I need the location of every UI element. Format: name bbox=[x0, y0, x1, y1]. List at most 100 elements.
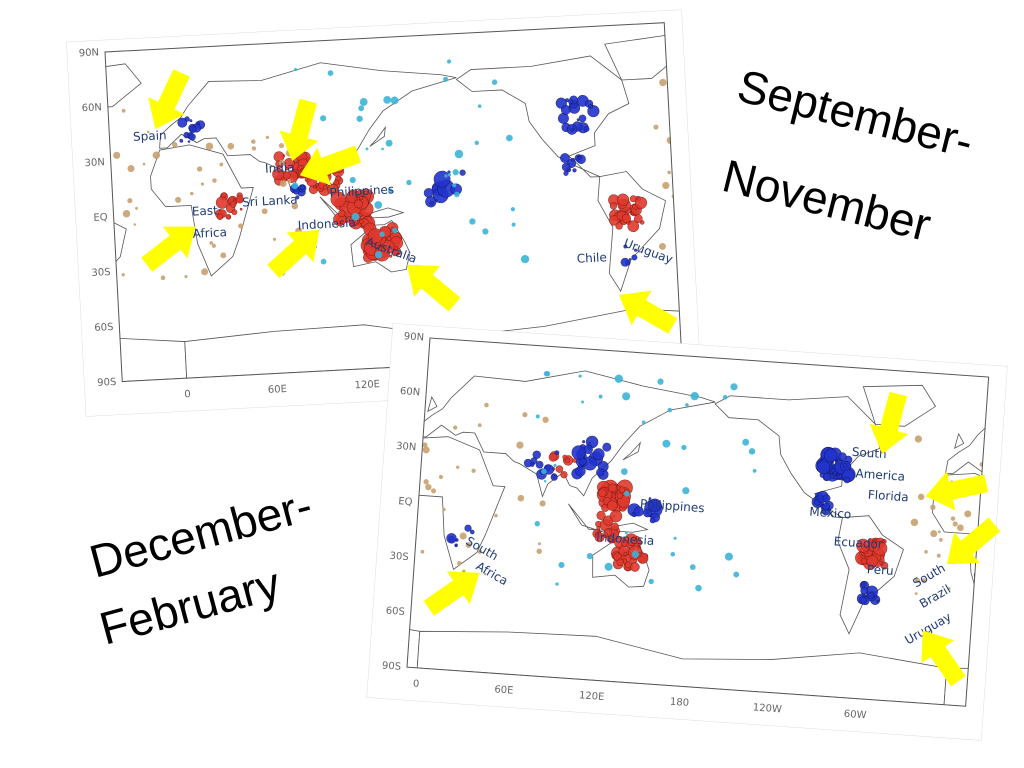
station-dot bbox=[659, 78, 667, 87]
station-dot bbox=[346, 191, 358, 203]
station-dot bbox=[477, 549, 482, 554]
station-dot bbox=[733, 571, 740, 578]
station-dot bbox=[442, 507, 446, 512]
station-dot bbox=[596, 468, 605, 477]
station-dot bbox=[578, 374, 582, 378]
lat-tick-label: 30S bbox=[91, 267, 111, 279]
station-dot bbox=[216, 213, 224, 220]
station-dot bbox=[843, 463, 848, 468]
station-dot bbox=[188, 133, 196, 141]
station-dot bbox=[278, 159, 285, 166]
continent bbox=[954, 432, 965, 449]
station-dot bbox=[474, 140, 479, 146]
station-dot bbox=[212, 178, 217, 183]
station-dot bbox=[299, 169, 303, 172]
station-dot bbox=[491, 79, 498, 85]
station-dot bbox=[550, 473, 558, 481]
station-dot bbox=[392, 227, 398, 234]
continent bbox=[406, 436, 506, 571]
yellow-arrow bbox=[148, 69, 190, 130]
station-dot bbox=[330, 191, 347, 208]
station-dot bbox=[291, 202, 299, 210]
lon-tick-label: 180 bbox=[670, 697, 690, 709]
station-dot bbox=[742, 438, 750, 446]
station-dot bbox=[179, 138, 184, 143]
station-dot bbox=[429, 201, 435, 206]
station-dot bbox=[348, 220, 355, 227]
station-dot bbox=[607, 483, 617, 493]
station-dot bbox=[950, 516, 956, 521]
station-dot bbox=[939, 538, 943, 542]
station-dot bbox=[322, 185, 328, 190]
station-dot bbox=[685, 403, 689, 407]
station-dot bbox=[454, 149, 464, 159]
station-dot bbox=[320, 115, 327, 122]
station-dot bbox=[484, 402, 489, 408]
station-dot bbox=[295, 195, 300, 200]
lon-tick-label: 60W bbox=[843, 709, 866, 722]
station-dot bbox=[447, 173, 452, 177]
station-dot bbox=[152, 151, 161, 159]
station-dot bbox=[229, 201, 237, 208]
station-dot bbox=[843, 476, 851, 484]
station-dot bbox=[876, 599, 880, 603]
station-dot bbox=[452, 169, 459, 176]
place-label: East bbox=[191, 203, 218, 218]
station-dot bbox=[239, 207, 243, 211]
continent bbox=[150, 144, 254, 277]
station-dot bbox=[320, 258, 327, 265]
station-dot bbox=[653, 124, 659, 130]
station-dot bbox=[649, 517, 656, 524]
station-dot bbox=[187, 140, 191, 143]
station-dot bbox=[231, 209, 238, 216]
station-dot bbox=[914, 592, 918, 596]
station-dot bbox=[459, 169, 466, 176]
station-dot bbox=[673, 536, 677, 540]
station-dot bbox=[251, 139, 256, 144]
continent bbox=[305, 477, 379, 600]
station-dot bbox=[570, 128, 574, 132]
station-dot bbox=[220, 252, 227, 259]
station-dot bbox=[446, 59, 452, 64]
station-dot bbox=[690, 391, 699, 401]
station-dot bbox=[454, 543, 458, 547]
station-dot bbox=[629, 195, 637, 203]
station-dot bbox=[477, 104, 482, 108]
station-dot bbox=[516, 441, 524, 449]
station-dot bbox=[385, 139, 393, 147]
station-dot bbox=[964, 510, 972, 518]
yellow-arrow bbox=[299, 145, 362, 186]
map-plot bbox=[305, 348, 989, 707]
station-dot bbox=[576, 118, 580, 122]
station-dot bbox=[689, 564, 696, 570]
station-dot bbox=[921, 578, 927, 584]
station-dot bbox=[606, 500, 618, 511]
station-dot bbox=[595, 520, 602, 528]
station-dot bbox=[272, 237, 277, 241]
station-dot bbox=[358, 105, 365, 112]
lat-tick-label: EQ bbox=[398, 496, 413, 508]
yellow-arrow bbox=[947, 517, 1001, 565]
station-dot bbox=[537, 542, 541, 546]
station-dot bbox=[578, 114, 587, 123]
station-dot bbox=[465, 542, 472, 548]
station-dot bbox=[667, 407, 673, 413]
station-dot bbox=[453, 425, 458, 430]
place-label: Peru bbox=[866, 562, 894, 578]
station-dot bbox=[548, 452, 558, 462]
station-dot bbox=[377, 246, 382, 251]
station-dot bbox=[555, 582, 559, 586]
place-label: Spain bbox=[133, 128, 167, 144]
station-dot bbox=[464, 524, 472, 532]
station-dot bbox=[225, 214, 231, 220]
station-dot bbox=[469, 218, 476, 225]
station-dot bbox=[620, 468, 628, 475]
yellow-arrow bbox=[921, 630, 966, 687]
station-dot bbox=[189, 125, 197, 133]
station-dot bbox=[622, 392, 631, 401]
station-dot bbox=[121, 273, 125, 277]
yellow-arrow bbox=[267, 229, 320, 279]
station-dot bbox=[506, 134, 513, 142]
station-dot bbox=[127, 165, 135, 173]
